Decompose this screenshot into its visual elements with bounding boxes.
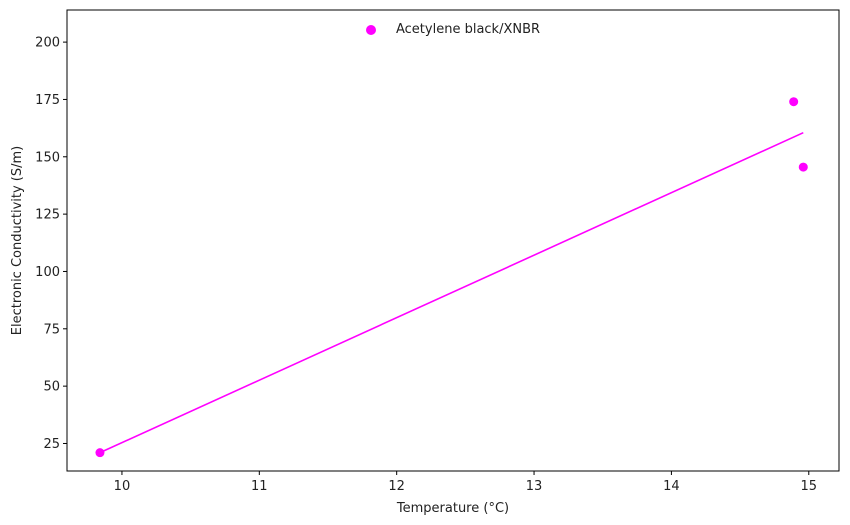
y-tick-label: 200 bbox=[35, 36, 60, 51]
y-tick-label: 150 bbox=[35, 150, 60, 165]
plot-frame bbox=[66, 9, 840, 472]
y-tick-label: 75 bbox=[43, 322, 60, 337]
data-point bbox=[95, 448, 105, 458]
x-axis-label: Temperature (°C) bbox=[396, 501, 509, 516]
y-axis-label: Electronic Conductivity (S/m) bbox=[10, 146, 25, 336]
x-tick-label: 15 bbox=[801, 479, 818, 494]
x-tick-label: 13 bbox=[526, 479, 543, 494]
legend: Acetylene black/XNBR bbox=[366, 22, 540, 37]
y-tick-label: 125 bbox=[35, 208, 60, 223]
plot-area bbox=[66, 9, 840, 472]
data-point bbox=[789, 97, 799, 107]
y-axis: 25 50 75 100 125 150 175 200 bbox=[35, 36, 67, 452]
y-tick-label: 25 bbox=[43, 437, 60, 452]
x-axis: 10 11 12 13 14 15 bbox=[114, 471, 817, 494]
fit-line bbox=[99, 131, 804, 454]
legend-marker bbox=[366, 25, 376, 35]
x-tick-label: 14 bbox=[663, 479, 680, 494]
x-tick-label: 12 bbox=[388, 479, 405, 494]
y-tick-label: 50 bbox=[43, 380, 60, 395]
x-tick-label: 10 bbox=[114, 479, 131, 494]
data-point bbox=[798, 162, 808, 172]
y-tick-label: 175 bbox=[35, 93, 60, 108]
y-tick-label: 100 bbox=[35, 265, 60, 280]
x-tick-label: 11 bbox=[251, 479, 268, 494]
series-layer bbox=[95, 97, 808, 458]
legend-label: Acetylene black/XNBR bbox=[396, 22, 540, 37]
